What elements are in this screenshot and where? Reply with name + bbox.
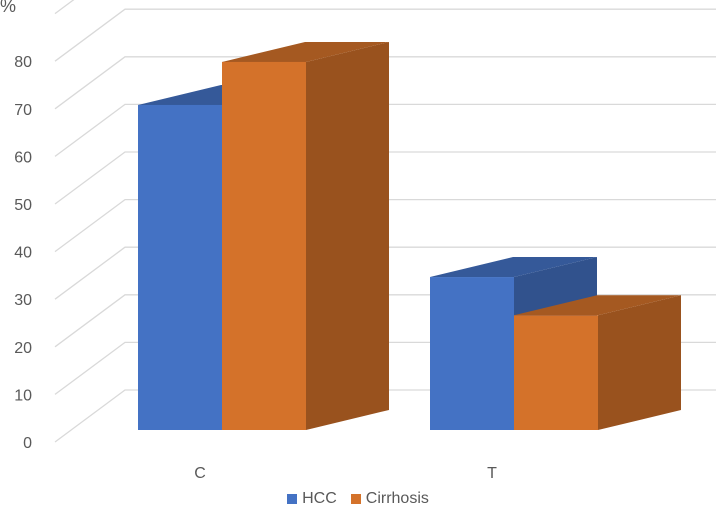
gridline bbox=[54, 56, 716, 110]
x-tick-label: T bbox=[487, 465, 497, 482]
y-tick-label: 30 bbox=[14, 292, 32, 309]
bar-hcc-t bbox=[430, 277, 514, 430]
bar-cirrhosis-c bbox=[222, 61, 306, 430]
bar-chart: % 0 10 20 30 40 50 60 70 80 C T bbox=[0, 0, 716, 482]
y-tick-label: 40 bbox=[14, 245, 32, 262]
bar-hcc-c bbox=[138, 104, 222, 431]
legend-item: HCC bbox=[287, 490, 337, 508]
y-tick-label: 60 bbox=[14, 149, 32, 166]
legend-item: Cirrhosis bbox=[350, 490, 429, 508]
bar-top-face bbox=[430, 257, 597, 278]
bar-side-face bbox=[306, 41, 389, 430]
legend: HCC Cirrhosis bbox=[0, 490, 716, 508]
gridline bbox=[54, 198, 716, 253]
y-tick-label: 0 bbox=[23, 435, 32, 452]
legend-label: Cirrhosis bbox=[365, 490, 429, 507]
gridline bbox=[54, 246, 716, 300]
bar-top-face bbox=[222, 41, 389, 62]
legend-swatch bbox=[287, 494, 298, 504]
bar-top-face bbox=[514, 295, 681, 316]
gridline bbox=[54, 0, 75, 15]
legend-swatch bbox=[350, 494, 361, 504]
bar-side-face bbox=[598, 295, 681, 430]
y-tick-label: 80 bbox=[14, 54, 32, 71]
y-axis-unit: % bbox=[0, 0, 16, 16]
gridline bbox=[54, 8, 716, 62]
legend-label: HCC bbox=[302, 490, 337, 507]
y-tick-label: 50 bbox=[14, 197, 32, 214]
x-tick-label: C bbox=[194, 465, 206, 482]
gridline bbox=[54, 103, 716, 157]
y-tick-label: 20 bbox=[14, 340, 32, 357]
y-tick-label: 70 bbox=[14, 102, 32, 119]
y-tick-label: 10 bbox=[14, 387, 32, 404]
bar-cirrhosis-t bbox=[514, 315, 598, 430]
gridline bbox=[54, 151, 716, 205]
